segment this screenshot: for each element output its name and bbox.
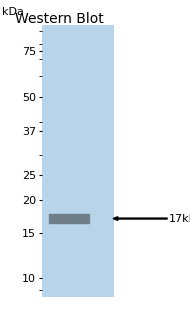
Text: kDa: kDa bbox=[2, 6, 24, 17]
Text: Western Blot: Western Blot bbox=[15, 12, 104, 26]
Text: 17kDa: 17kDa bbox=[169, 214, 190, 223]
